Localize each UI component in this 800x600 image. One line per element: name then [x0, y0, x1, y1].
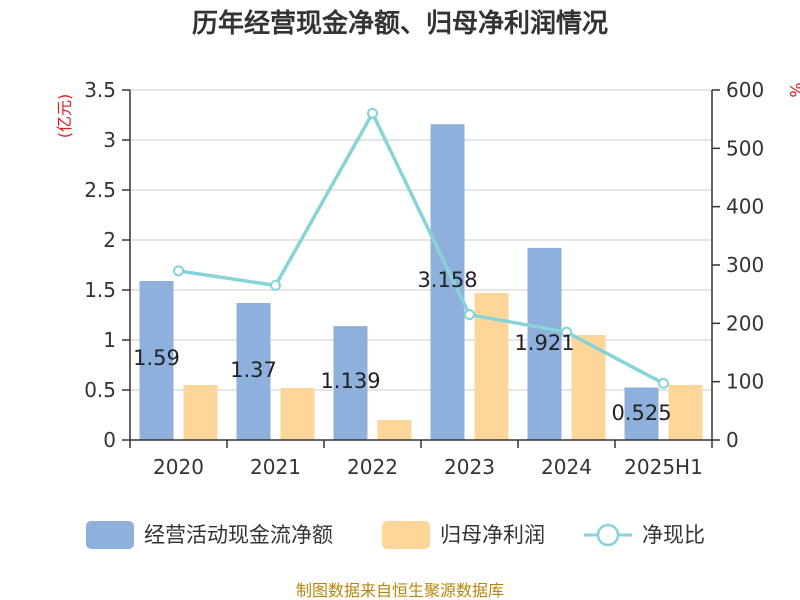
- legend-swatch-net-profit: [382, 521, 430, 549]
- data-label-cash-flow: 0.525: [611, 401, 671, 425]
- ratio-point: [367, 107, 378, 119]
- ratio-line: [173, 107, 669, 389]
- source-note: 制图数据来自恒生聚源数据库: [296, 581, 504, 600]
- axes: 0 0.5 1 1.5 2 2.5 3 3.5 0 100 200 300 400 500 600 2020 2…: [84, 78, 764, 479]
- y-left-tick-label: 3: [103, 128, 116, 152]
- bar-net-profit: [183, 385, 218, 440]
- chart-title: 历年经营现金净额、归母净利润情况: [192, 8, 608, 39]
- legend-swatch-cash-flow: [86, 521, 134, 549]
- x-tick-label: 2020: [153, 455, 204, 479]
- legend-label-ratio: 净现比: [642, 523, 705, 547]
- y-right-tick-label: 500: [726, 136, 764, 160]
- data-label-cash-flow: 1.921: [514, 331, 574, 355]
- y-left-tick-label: 3.5: [84, 78, 116, 102]
- bar-cash-flow: [430, 124, 465, 440]
- data-label-cash-flow: 1.37: [230, 358, 277, 382]
- y-right-tick-label: 200: [726, 311, 764, 335]
- bar-cash-flow: [333, 326, 368, 440]
- y-right-tick-label: 100: [726, 370, 764, 394]
- y-right-tick-label: 400: [726, 195, 764, 219]
- bar-cash-flow: [624, 387, 659, 440]
- bar-net-profit: [571, 335, 606, 440]
- legend-label-net-profit: 归母净利润: [440, 523, 545, 547]
- ratio-point: [561, 326, 572, 338]
- y-right-tick-label: 0: [726, 428, 739, 452]
- cash-flow-bars: [139, 124, 659, 440]
- data-label-cash-flow: 1.59: [133, 346, 180, 370]
- y-right-tick-label: 600: [726, 78, 764, 102]
- ratio-point: [173, 265, 184, 277]
- y-right-unit: %: [786, 82, 800, 97]
- y-left-tick-label: 2.5: [84, 178, 116, 202]
- data-labels: 1.59 1.37 1.139 3.158 1.921 0.525: [133, 268, 671, 425]
- ratio-line-path: [178, 109, 665, 385]
- x-tick-label: 2023: [444, 455, 495, 479]
- x-tick-label: 2022: [347, 455, 398, 479]
- y-left-tick-label: 2: [103, 228, 116, 252]
- y-left-tick-label: 1: [103, 328, 116, 352]
- y-left-tick-label: 1.5: [84, 278, 116, 302]
- bar-cash-flow: [236, 303, 271, 440]
- bar-cash-flow: [527, 247, 562, 440]
- legend-marker-ratio: [596, 523, 620, 547]
- legend: 经营活动现金流净额 归母净利润 净现比: [86, 521, 705, 549]
- bar-net-profit: [668, 385, 703, 440]
- ratio-point: [270, 279, 281, 291]
- x-tick-label: 2024: [541, 455, 592, 479]
- grid-lines: [130, 89, 712, 391]
- bar-net-profit: [377, 420, 412, 440]
- y-right-tick-label: 300: [726, 253, 764, 277]
- x-tick-label: 2025H1: [624, 455, 703, 479]
- x-tick-label: 2021: [250, 455, 301, 479]
- y-left-tick-label: 0.5: [84, 378, 116, 402]
- y-left-unit: (亿元): [55, 94, 74, 139]
- ratio-point: [464, 309, 475, 321]
- data-label-cash-flow: 3.158: [417, 268, 477, 292]
- bar-cash-flow: [139, 281, 174, 440]
- ratio-point: [658, 377, 669, 389]
- net-profit-bars: [183, 293, 703, 440]
- y-left-tick-label: 0: [103, 428, 116, 452]
- data-label-cash-flow: 1.139: [320, 369, 380, 393]
- bar-net-profit: [280, 388, 315, 440]
- legend-label-cash-flow: 经营活动现金流净额: [144, 523, 333, 547]
